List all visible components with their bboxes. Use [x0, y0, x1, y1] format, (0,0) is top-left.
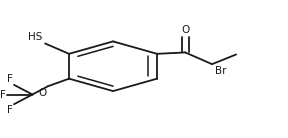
- Text: O: O: [181, 25, 190, 35]
- Text: O: O: [38, 88, 46, 98]
- Text: Br: Br: [215, 66, 226, 75]
- Text: F: F: [0, 90, 6, 99]
- Text: F: F: [7, 74, 13, 84]
- Text: F: F: [7, 105, 13, 115]
- Text: HS: HS: [29, 32, 43, 42]
